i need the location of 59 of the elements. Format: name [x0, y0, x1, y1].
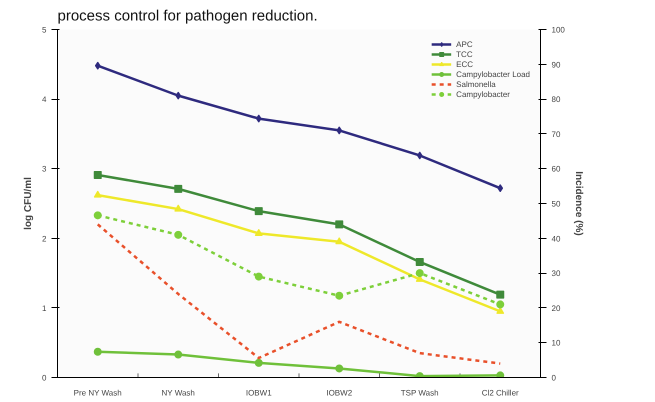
point	[94, 348, 102, 356]
point	[496, 300, 504, 308]
y-axis-title: log CFU/ml	[23, 176, 34, 230]
x-tick-label: TSP Wash	[400, 388, 439, 398]
point	[175, 92, 182, 100]
y2-tick-label: 0	[552, 374, 556, 382]
point	[416, 269, 424, 278]
y2-tick-label: 60	[552, 164, 561, 174]
y-tick-label: 4	[42, 95, 48, 104]
point	[496, 290, 504, 299]
point	[254, 358, 263, 367]
x-tick-label: NY Wash	[162, 388, 195, 398]
point	[416, 258, 424, 266]
text: process control for pathogen reduction.	[58, 8, 318, 24]
legend-label: Campylobacter	[456, 89, 510, 99]
y-tick-label: 0	[42, 374, 48, 382]
y2-tick-label: 70	[552, 130, 561, 139]
y2-tick-label: 40	[552, 234, 561, 244]
point	[94, 170, 102, 179]
point	[335, 292, 344, 300]
legend-label: APC	[456, 39, 474, 49]
point	[254, 272, 263, 281]
point	[174, 230, 182, 239]
y-tick-label: 1	[42, 304, 48, 313]
point	[254, 207, 263, 216]
x-tick-label: Pre NY Wash	[74, 388, 122, 398]
y2-tick-label: 100	[552, 26, 566, 34]
point	[336, 126, 342, 134]
point	[416, 151, 423, 160]
point	[256, 114, 262, 123]
point	[335, 364, 344, 372]
point	[174, 350, 182, 359]
legend-label: Campylobacter Load	[456, 69, 530, 79]
x-tick-label: Cl2 Chiller	[482, 388, 520, 398]
point	[496, 371, 504, 378]
x-tick-label: IOBW2	[326, 388, 353, 398]
y2-tick-label: 10	[552, 338, 561, 348]
point	[335, 220, 344, 228]
point	[497, 184, 504, 192]
point	[174, 184, 182, 193]
y-tick-label: 3	[42, 164, 48, 174]
y2-axis-title: Incidence (%)	[572, 171, 584, 236]
point	[94, 190, 102, 198]
legend-label: ECC	[456, 59, 474, 69]
point	[174, 204, 182, 212]
point	[94, 211, 102, 220]
y2-tick-label: 80	[552, 95, 561, 104]
x-tick-label: IOBW1	[246, 388, 272, 398]
legend-label: Salmonella	[456, 79, 496, 89]
y2-tick-label: 20	[552, 304, 561, 313]
y2-tick-label: 50	[552, 200, 561, 208]
point	[254, 228, 263, 236]
y2-tick-label: 30	[552, 269, 561, 278]
point	[94, 62, 101, 70]
y2-tick-label: 90	[552, 60, 561, 70]
y-tick-label: 2	[42, 234, 48, 244]
y-tick-label: 5	[42, 26, 48, 34]
legend-label: TCC	[456, 49, 474, 59]
point	[335, 237, 344, 244]
